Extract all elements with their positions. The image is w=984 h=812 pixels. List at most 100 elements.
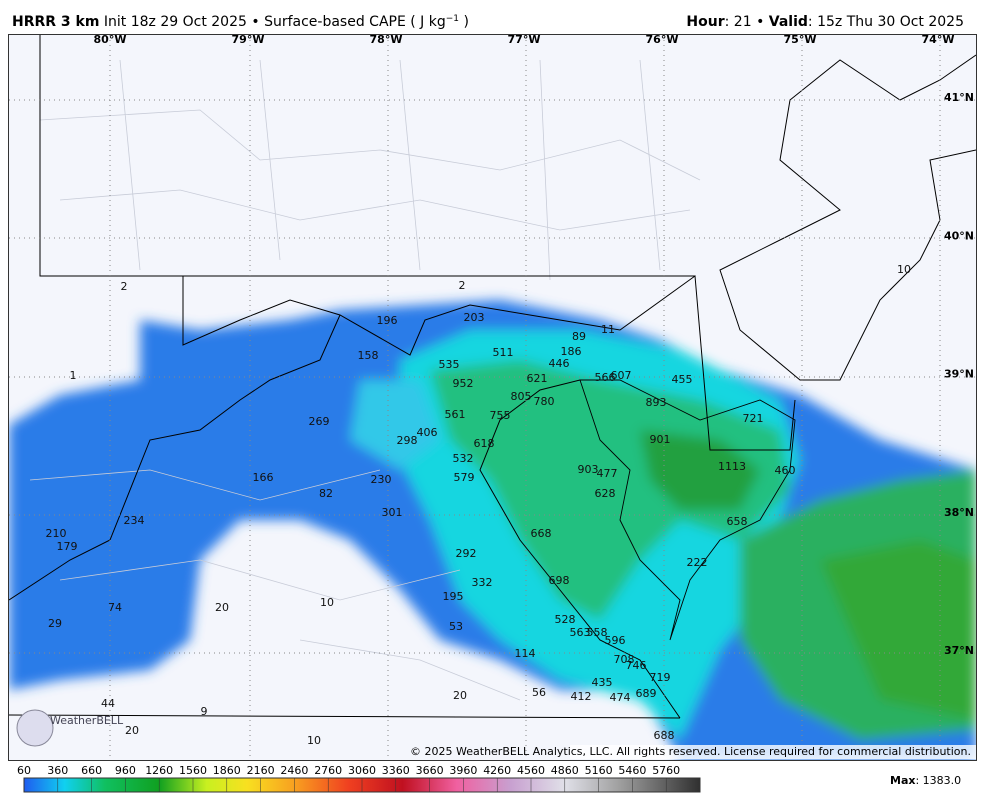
colorbar-tick-label: 3960: [449, 764, 477, 777]
lat-label: 39°N: [944, 368, 974, 381]
cape-value: 20: [453, 689, 467, 702]
lon-label: 75°W: [784, 33, 817, 46]
cape-value: 903: [578, 463, 599, 476]
cape-value: 332: [472, 576, 493, 589]
cape-value: 412: [571, 690, 592, 703]
lon-label: 74°W: [922, 33, 955, 46]
cape-value: 20: [125, 724, 139, 737]
lon-label: 77°W: [508, 33, 541, 46]
cape-value: 628: [595, 487, 616, 500]
cape-value: 511: [493, 346, 514, 359]
lat-label: 38°N: [944, 506, 974, 519]
colorbar-tick-label: 2160: [247, 764, 275, 777]
state-borders: [9, 35, 976, 719]
colorbar-tick-label: 1560: [179, 764, 207, 777]
cape-value: 698: [549, 574, 570, 587]
cape-value: 477: [597, 467, 618, 480]
colorbar-tick-label: 5460: [618, 764, 646, 777]
colorbar-ticks: 60 360 660 960 1260 1560 1860 2160 2460 2760 3060 3…: [17, 764, 680, 792]
copyright-bg: [570, 745, 976, 759]
cape-value: 406: [417, 426, 438, 439]
cape-value: 668: [531, 527, 552, 540]
cape-value: 179: [57, 540, 78, 553]
cape-value: 1: [70, 369, 77, 382]
lat-label: 40°N: [944, 229, 974, 242]
cape-value: 746: [626, 659, 647, 672]
cape-value: 82: [319, 487, 333, 500]
cape-value: 805: [511, 390, 532, 403]
cape-value: 20: [215, 601, 229, 614]
header-title: HRRR 3 km Init 18z 29 Oct 2025 • Surface…: [12, 14, 469, 30]
cape-value: 230: [371, 473, 392, 486]
cape-value: 10: [897, 263, 911, 276]
logo-mark: [16, 709, 54, 747]
cape-value: 755: [490, 409, 511, 422]
cape-value: 621: [527, 372, 548, 385]
cape-value: 460: [775, 464, 796, 477]
cape-value: 455: [672, 373, 693, 386]
cape-value: 446: [549, 357, 570, 370]
cape-value: 292: [456, 547, 477, 560]
cape-value: 893: [646, 396, 667, 409]
cape-value: 658: [727, 515, 748, 528]
max-readout: Max: 1383.0: [890, 774, 961, 787]
cape-value: 435: [592, 676, 613, 689]
cape-value: 579: [454, 471, 475, 484]
cape-value: 563: [570, 626, 591, 639]
colorbar-tick-label: 2460: [280, 764, 308, 777]
cape-value: 301: [382, 506, 403, 519]
cape-value: 2: [459, 279, 466, 292]
cape-value: 901: [650, 433, 671, 446]
cape-value: 269: [309, 415, 330, 428]
cape-value: 528: [555, 613, 576, 626]
cape-value: 234: [124, 514, 145, 527]
cape-value: 708: [614, 653, 635, 666]
cape-value: 1113: [718, 460, 746, 473]
lon-label: 78°W: [370, 33, 403, 46]
colorbar-tick-label: 5760: [652, 764, 680, 777]
lon-label: 79°W: [232, 33, 265, 46]
cape-value: 535: [439, 358, 460, 371]
cape-value: 53: [449, 620, 463, 633]
cape-value: 114: [515, 647, 536, 660]
cape-value: 9: [201, 705, 208, 718]
cape-value: 721: [743, 412, 764, 425]
cape-value: 607: [611, 369, 632, 382]
colorbar-tick-label: 4860: [551, 764, 579, 777]
colorbar-tick-label: 3060: [348, 764, 376, 777]
cape-value: 203: [464, 311, 485, 324]
colorbar-tick-label: 4560: [517, 764, 545, 777]
colorbar-tick-label: 1260: [145, 764, 173, 777]
cape-value: 532: [453, 452, 474, 465]
cape-value: 11: [601, 323, 615, 336]
cape-value: 2: [121, 280, 128, 293]
cape-value: 166: [253, 471, 274, 484]
cape-value: 10: [320, 596, 334, 609]
cape-value: 618: [474, 437, 495, 450]
cape-value: 158: [358, 349, 379, 362]
cape-value: 596: [605, 634, 626, 647]
cape-value: 195: [443, 590, 464, 603]
cape-value: 210: [46, 527, 67, 540]
lat-label: 41°N: [944, 91, 974, 104]
cape-field: [9, 300, 976, 760]
cape-value: 952: [453, 377, 474, 390]
colorbar-tick-label: 660: [81, 764, 102, 777]
cape-value: 89: [572, 330, 586, 343]
cape-value: 196: [377, 314, 398, 327]
cape-value: 688: [654, 729, 675, 742]
cape-value: 474: [610, 691, 631, 704]
logo: WeatherBELL: [50, 714, 124, 727]
cape-value: 10: [307, 734, 321, 747]
cape-value: 222: [687, 556, 708, 569]
cape-value: 44: [101, 697, 115, 710]
cape-value: 780: [534, 395, 555, 408]
colorbar-tick-label: 60: [17, 764, 31, 777]
colorbar-tick-label: 3360: [382, 764, 410, 777]
colorbar-tick-label: 4260: [483, 764, 511, 777]
header-valid: Hour: 21 • Valid: 15z Thu 30 Oct 2025: [686, 14, 964, 30]
lat-labels: 41°N 40°N 39°N 38°N 37°N: [944, 91, 974, 657]
